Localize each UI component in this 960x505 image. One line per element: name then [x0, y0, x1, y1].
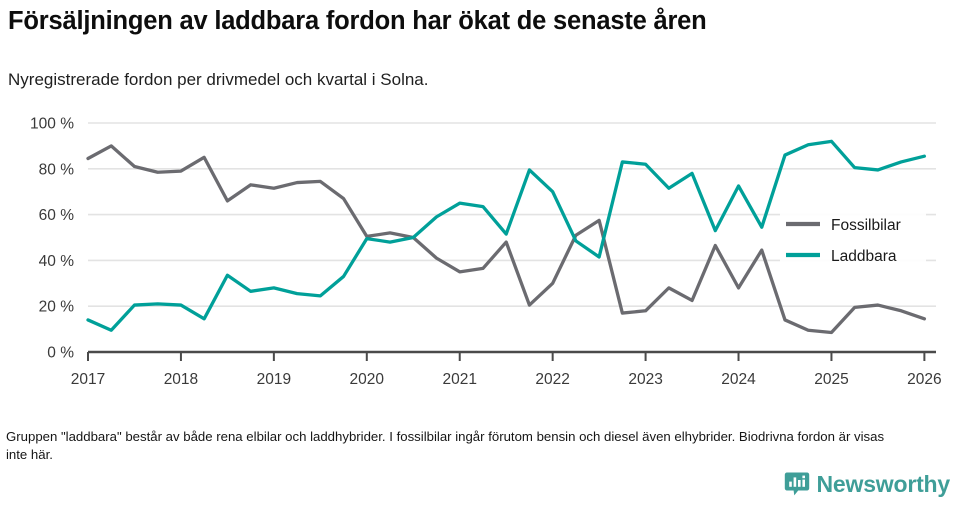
x-axis-tick-label: 2020 [350, 371, 385, 388]
y-axis-tick-label: 40 % [39, 253, 75, 270]
x-axis-tick-label: 2018 [164, 371, 198, 388]
x-axis-tick-label: 2019 [257, 371, 291, 388]
newsworthy-logo: Newsworthy [784, 469, 950, 499]
y-axis-tick-label: 60 % [39, 207, 75, 224]
x-axis-tick-label: 2025 [814, 371, 848, 388]
bar-chart-speech-bubble-icon [784, 471, 810, 497]
y-axis-tick-label: 20 % [39, 299, 75, 316]
legend-item-laddbara[interactable]: Laddbara [780, 241, 926, 267]
y-axis-tick-label: 80 % [39, 161, 75, 178]
legend-item-fossilbilar[interactable]: Fossilbilar [780, 210, 926, 236]
x-axis-tick-label: 2026 [907, 371, 941, 388]
x-axis-tick-label: 2021 [442, 371, 476, 388]
line-chart: 0 % 20 % 40 % 60 % 80 % 100 % 2017 2018 2019 2020… [30, 116, 942, 389]
chart-subtitle: Nyregistrerade fordon per drivmedel och … [8, 70, 429, 89]
legend-label-laddbara: Laddbara [831, 248, 897, 265]
page-title: Försäljningen av laddbara fordon har öka… [8, 7, 707, 35]
series-line-fossilbilar [86, 144, 927, 335]
y-axis-tick-label: 100 % [30, 116, 74, 133]
y-axis-tick-label: 0 % [47, 345, 74, 362]
chart-plot-area: 0 % 20 % 40 % 60 % 80 % 100 % 2017 2018 2019 2020… [0, 108, 960, 398]
chart-footnote: Gruppen "laddbara" består av både rena e… [6, 429, 885, 462]
legend-label-fossilbilar: Fossilbilar [831, 217, 901, 234]
series-line-laddbara [86, 139, 927, 332]
x-axis-tick-label: 2022 [535, 371, 569, 388]
x-axis-tick-label: 2023 [628, 371, 662, 388]
x-axis-tick-label: 2024 [721, 371, 756, 388]
brand-name: Newsworthy [816, 471, 951, 497]
x-axis-tick-label: 2017 [71, 371, 105, 388]
